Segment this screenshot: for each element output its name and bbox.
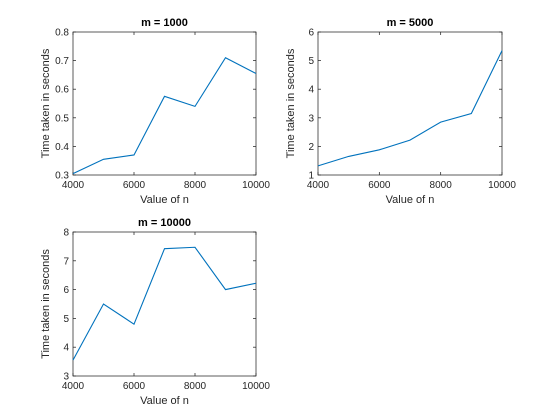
x-tick-label: 6000 bbox=[368, 180, 391, 191]
axes-box bbox=[72, 231, 257, 377]
x-tick-label: 8000 bbox=[430, 180, 453, 191]
y-tick-label: 8 bbox=[63, 228, 69, 239]
y-tick-label: 2 bbox=[308, 142, 314, 153]
subplot-1: 4000 6000 8000 10000 0.3 0.4 0.5 0.6 0.7 0.8 m = 1… bbox=[40, 17, 270, 206]
subplot-2: 4000 6000 8000 10000 1 2 3 4 5 6 m = 5000 Value of … bbox=[285, 17, 516, 206]
y-tick-label: 3 bbox=[63, 372, 69, 383]
x-tick-label: 10000 bbox=[242, 180, 270, 191]
subplot-3: 4000 6000 8000 10000 3 4 5 6 7 8 m = 10000 Value of… bbox=[40, 217, 270, 407]
y-tick-label: 4 bbox=[308, 85, 314, 96]
y-tick-label: 6 bbox=[63, 285, 69, 296]
y-tick-label: 0.3 bbox=[55, 171, 69, 182]
y-tick-label: 0.8 bbox=[55, 28, 69, 39]
axes-box bbox=[317, 31, 503, 176]
y-tick-label: 6 bbox=[308, 28, 314, 39]
plot-title: m = 1000 bbox=[141, 17, 188, 29]
y-tick-label: 3 bbox=[308, 113, 314, 124]
plot-title: m = 10000 bbox=[138, 217, 191, 229]
y-axis-label: Time taken in seconds bbox=[40, 249, 52, 359]
y-tick-label: 5 bbox=[63, 314, 69, 325]
y-tick-label: 4 bbox=[63, 343, 69, 354]
y-tick-label: 1 bbox=[308, 171, 314, 182]
y-axis-label: Time taken in seconds bbox=[40, 48, 52, 158]
y-tick-label: 0.4 bbox=[55, 142, 69, 153]
y-tick-label: 0.6 bbox=[55, 85, 69, 96]
y-axis-label: Time taken in seconds bbox=[285, 48, 297, 158]
x-tick-label: 4000 bbox=[62, 180, 85, 191]
x-tick-label: 8000 bbox=[184, 381, 207, 392]
y-tick-label: 5 bbox=[308, 56, 314, 67]
plot-title: m = 5000 bbox=[387, 17, 434, 29]
x-tick-label: 6000 bbox=[123, 180, 146, 191]
x-tick-label: 4000 bbox=[307, 180, 330, 191]
x-tick-label: 10000 bbox=[488, 180, 516, 191]
axes-box bbox=[72, 31, 257, 176]
y-tick-label: 0.7 bbox=[55, 56, 69, 67]
x-tick-label: 6000 bbox=[123, 381, 146, 392]
x-tick-label: 10000 bbox=[242, 381, 270, 392]
y-tick-label: 7 bbox=[63, 256, 69, 267]
x-axis-label: Value of n bbox=[386, 194, 435, 206]
x-tick-label: 8000 bbox=[184, 180, 207, 191]
x-tick-label: 4000 bbox=[62, 381, 85, 392]
y-tick-label: 0.5 bbox=[55, 113, 69, 124]
x-axis-label: Value of n bbox=[140, 395, 189, 407]
x-axis-label: Value of n bbox=[140, 194, 189, 206]
